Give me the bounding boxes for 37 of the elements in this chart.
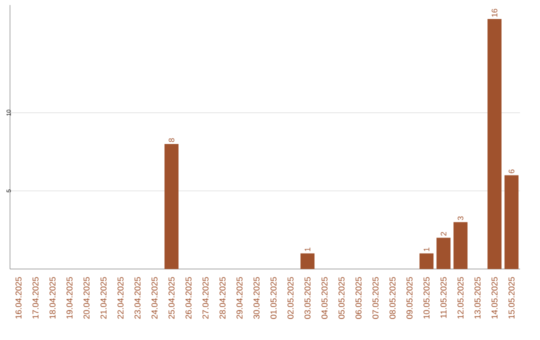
x-tick-label: 09.05.2025 (406, 277, 413, 319)
x-tick-label: 28.04.2025 (220, 277, 226, 319)
x-tick-label: 30.04.2025 (254, 277, 260, 319)
x-tick-label: 03.05.2025 (304, 277, 311, 319)
x-tick-label: 16.04.2025 (16, 277, 22, 319)
bar (420, 253, 434, 269)
x-tick-label: 25.04.2025 (168, 277, 174, 319)
x-tick-label: 14.05.2025 (492, 277, 498, 319)
bar (454, 222, 468, 269)
x-tick-label: 04.05.2025 (322, 277, 328, 319)
x-tick-label: 15.05.2025 (508, 277, 515, 319)
x-tick-label: 27.04.2025 (202, 277, 208, 319)
x-tick-label: 01.05.2025 (270, 277, 276, 319)
x-tick-label: 22.04.2025 (118, 277, 124, 319)
x-tick-label: 06.05.2025 (356, 277, 362, 319)
x-tick-label: 02.05.2025 (288, 277, 294, 319)
bar (504, 175, 519, 269)
x-tick-label: 24.04.2025 (152, 277, 158, 319)
x-tick-label: 08.05.2025 (390, 277, 396, 319)
x-tick-label: 11.05.2025 (440, 277, 447, 318)
x-tick-label: 13.05.2025 (474, 277, 481, 319)
bar (300, 253, 315, 269)
x-tick-label: 20.04.2025 (84, 277, 90, 319)
x-tick-label: 23.04.2025 (134, 277, 140, 319)
x-tick-label: 07.05.2025 (372, 277, 379, 319)
bar (436, 238, 451, 269)
x-tick-label: 18.04.2025 (50, 277, 56, 319)
bar (164, 144, 179, 269)
x-tick-label: 21.04.2025 (100, 277, 106, 319)
bar (488, 19, 502, 269)
x-tick-label: 05.05.2025 (338, 277, 345, 319)
x-tick-label: 26.04.2025 (186, 277, 192, 319)
x-tick-label: 12.05.2025 (458, 277, 464, 319)
x-tick-label: 19.04.2025 (66, 277, 72, 319)
x-tick-label: 10.05.2025 (424, 277, 430, 319)
x-tick-label: 17.04.2025 (32, 277, 38, 319)
x-tick-label: 29.04.2025 (236, 277, 242, 319)
